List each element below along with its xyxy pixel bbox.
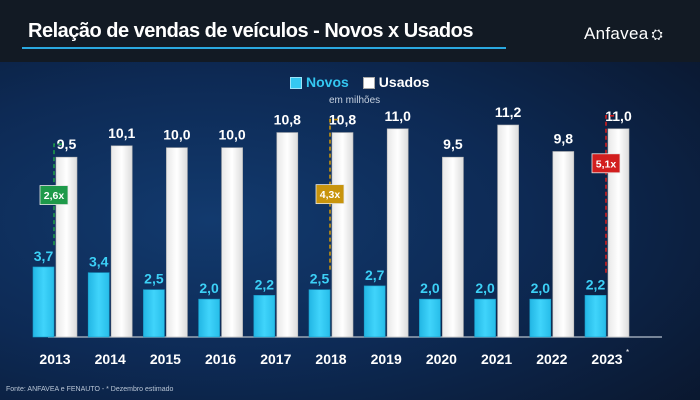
label-novos-2019: 2,7 xyxy=(365,267,385,283)
ratio-annotation-2018-line xyxy=(329,118,338,270)
label-novos-2014: 3,4 xyxy=(89,254,109,270)
tick-label-2019: 2019 xyxy=(371,351,402,367)
source-footnote: Fonte: ANFAVEA e FENAUTO - * Dezembro es… xyxy=(6,386,174,393)
legend-item-usados: Usados xyxy=(362,74,430,90)
tick-label-2021: 2021 xyxy=(481,351,512,367)
chart-legend: Novos Usados xyxy=(290,74,429,90)
bar-novos-2018 xyxy=(308,289,331,338)
tick-label-2022: 2022 xyxy=(536,351,567,367)
bar-usados-2015 xyxy=(166,147,188,338)
tick-label-2017: 2017 xyxy=(260,351,291,367)
legend-swatch-usados xyxy=(362,77,375,90)
bar-usados-2019 xyxy=(386,128,409,338)
bar-novos-2023 xyxy=(584,295,607,338)
label-novos-2020: 2,0 xyxy=(420,280,440,296)
bar-novos-2019 xyxy=(363,285,386,338)
ratio-annotation-2013-line xyxy=(53,143,62,247)
label-novos-2017: 2,2 xyxy=(255,276,275,292)
label-usados-2022: 9,8 xyxy=(554,131,574,147)
label-novos-2016: 2,0 xyxy=(199,280,219,296)
bar-novos-2015 xyxy=(143,289,165,338)
tick-asterisk: * xyxy=(626,348,629,357)
bar-usados-2022 xyxy=(552,151,575,338)
tick-label-2015: 2015 xyxy=(150,351,181,367)
bar-novos-2022 xyxy=(529,298,552,338)
label-usados-2023: 11,0 xyxy=(605,108,632,124)
bar-novos-2014 xyxy=(87,272,110,338)
bar-novos-2017 xyxy=(253,295,276,338)
legend-label-novos: Novos xyxy=(306,74,349,90)
bar-usados-2020 xyxy=(442,156,464,338)
bar-usados-2013 xyxy=(55,156,78,338)
bar-usados-2021 xyxy=(497,124,519,338)
ratio-annotation-2018-text: 4,3x xyxy=(320,189,341,201)
label-usados-2013: 9,5 xyxy=(57,136,77,152)
bar-usados-2023 xyxy=(607,128,630,338)
label-usados-2015: 10,0 xyxy=(163,127,190,143)
label-usados-2019: 11,0 xyxy=(384,108,411,124)
ratio-annotation-2023-text: 5,1x xyxy=(596,158,617,170)
bar-usados-2014 xyxy=(110,145,133,338)
label-usados-2017: 10,8 xyxy=(274,112,301,128)
bar-novos-2016 xyxy=(198,298,220,338)
anfavea-logo: Anfavea ⛭ xyxy=(584,24,663,44)
anfavea-emblem-icon: ⛭ xyxy=(651,26,663,42)
bar-usados-2017 xyxy=(276,132,299,338)
label-usados-2014: 10,1 xyxy=(108,125,135,141)
bar-novos-2020 xyxy=(419,298,441,338)
tick-label-2014: 2014 xyxy=(95,351,126,367)
label-novos-2022: 2,0 xyxy=(531,280,551,296)
tick-label-2023: 2023 xyxy=(591,351,622,367)
header-bar: Relação de vendas de veículos - Novos x … xyxy=(0,0,700,62)
page-title: Relação de vendas de veículos - Novos x … xyxy=(28,20,473,42)
tick-label-2018: 2018 xyxy=(315,351,346,367)
bar-usados-2016 xyxy=(221,147,243,338)
label-novos-2021: 2,0 xyxy=(475,280,495,296)
legend-label-usados: Usados xyxy=(378,74,430,90)
tick-label-2016: 2016 xyxy=(205,351,236,367)
label-usados-2021: 11,2 xyxy=(495,104,522,120)
legend-item-novos: Novos xyxy=(290,74,349,90)
title-underline xyxy=(22,47,506,49)
legend-swatch-novos xyxy=(290,77,302,90)
unit-label: em milhões xyxy=(329,95,381,106)
label-novos-2015: 2,5 xyxy=(144,271,164,287)
label-usados-2018: 10,8 xyxy=(329,112,356,128)
label-novos-2018: 2,5 xyxy=(310,271,330,287)
ratio-annotation-2023-box xyxy=(591,153,621,174)
bar-novos-2013 xyxy=(32,266,55,338)
ratio-annotation-2023-line xyxy=(605,114,614,276)
label-novos-2023: 2,2 xyxy=(586,276,606,292)
label-novos-2013: 3,7 xyxy=(34,248,54,264)
logo-text: Anfavea xyxy=(584,24,649,43)
label-usados-2020: 9,5 xyxy=(443,136,463,152)
tick-label-2020: 2020 xyxy=(426,351,457,367)
tick-label-2013: 2013 xyxy=(39,351,70,367)
bar-usados-2018 xyxy=(331,132,354,338)
bar-novos-2021 xyxy=(474,298,496,338)
ratio-annotation-2013-box xyxy=(39,185,69,205)
ratio-annotation-2018-box xyxy=(315,184,345,205)
ratio-annotation-2013-text: 2,6x xyxy=(44,190,65,202)
label-usados-2016: 10,0 xyxy=(218,127,245,143)
